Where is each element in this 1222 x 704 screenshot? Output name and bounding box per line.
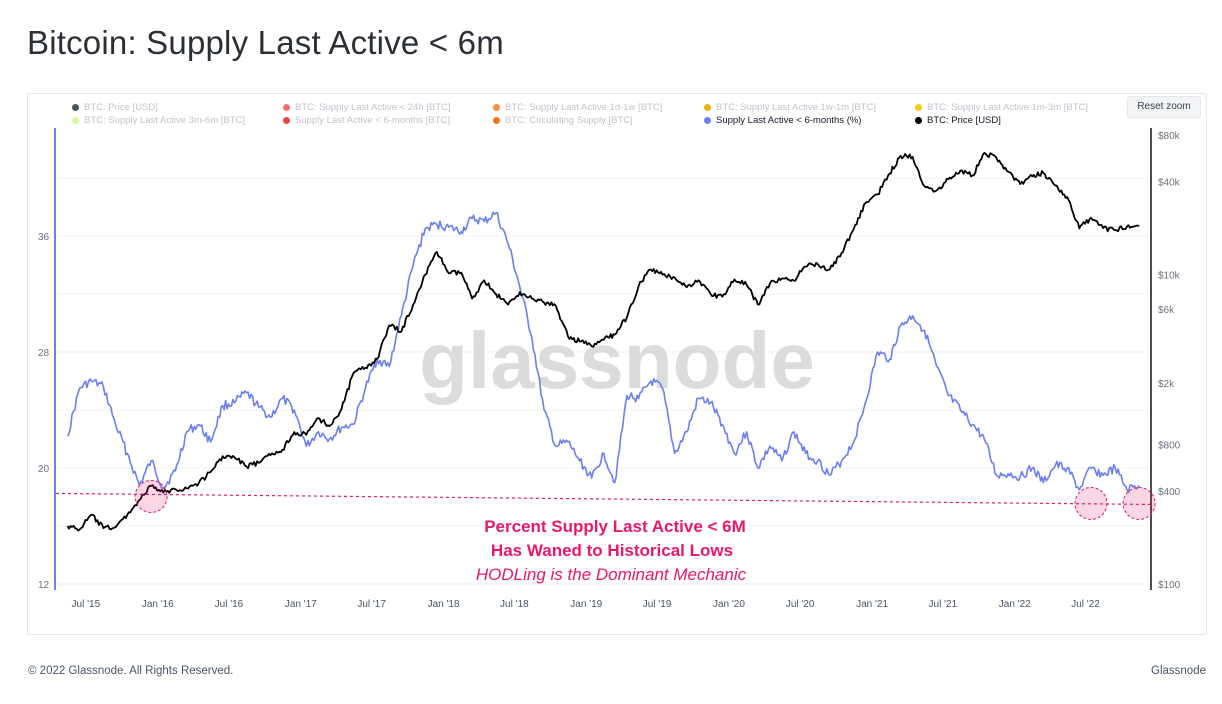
legend-marker-icon: [72, 117, 79, 124]
legend-item[interactable]: BTC: Supply Last Active 1m-3m [BTC]: [915, 102, 1088, 113]
legend-label: BTC: Supply Last Active 1w-1m [BTC]: [716, 102, 876, 113]
legend-item[interactable]: Supply Last Active < 6-months (%): [704, 115, 861, 126]
legend-marker-icon: [283, 104, 290, 111]
legend-marker-icon: [915, 104, 922, 111]
chart-panel: [27, 93, 1207, 635]
legend-label: BTC: Supply Last Active 1m-3m [BTC]: [927, 102, 1089, 113]
legend-label: BTC: Supply Last Active 1d-1w [BTC]: [505, 102, 663, 113]
legend-label: BTC: Supply Last Active 3m-6m [BTC]: [84, 115, 246, 126]
legend-item[interactable]: BTC: Price [USD]: [915, 115, 1001, 126]
legend-label: Supply Last Active < 6-months [BTC]: [295, 115, 450, 126]
legend-item[interactable]: BTC: Circulating Supply [BTC]: [493, 115, 633, 126]
legend-marker-icon: [915, 117, 922, 124]
legend-label: BTC: Price [USD]: [927, 115, 1001, 126]
legend-marker-icon: [493, 117, 500, 124]
legend-marker-icon: [704, 104, 711, 111]
legend-label: BTC: Supply Last Active < 24h [BTC]: [295, 102, 451, 113]
legend-item[interactable]: BTC: Supply Last Active 1w-1m [BTC]: [704, 102, 876, 113]
legend-label: Supply Last Active < 6-months (%): [716, 115, 862, 126]
legend-marker-icon: [704, 117, 711, 124]
legend-item[interactable]: BTC: Supply Last Active < 24h [BTC]: [283, 102, 451, 113]
legend-item[interactable]: BTC: Price [USD]: [72, 102, 158, 113]
legend-marker-icon: [283, 117, 290, 124]
legend-item[interactable]: Supply Last Active < 6-months [BTC]: [283, 115, 450, 126]
reset-zoom-button[interactable]: Reset zoom: [1127, 96, 1201, 118]
footer-brand: Glassnode: [1151, 665, 1206, 677]
legend-item[interactable]: BTC: Supply Last Active 1d-1w [BTC]: [493, 102, 662, 113]
footer-copyright: © 2022 Glassnode. All Rights Reserved.: [28, 665, 234, 677]
legend-label: BTC: Circulating Supply [BTC]: [505, 115, 633, 126]
legend-item[interactable]: BTC: Supply Last Active 3m-6m [BTC]: [72, 115, 245, 126]
page-title: Bitcoin: Supply Last Active < 6m: [27, 24, 504, 61]
legend-label: BTC: Price [USD]: [84, 102, 158, 113]
legend-marker-icon: [72, 104, 79, 111]
legend-marker-icon: [493, 104, 500, 111]
